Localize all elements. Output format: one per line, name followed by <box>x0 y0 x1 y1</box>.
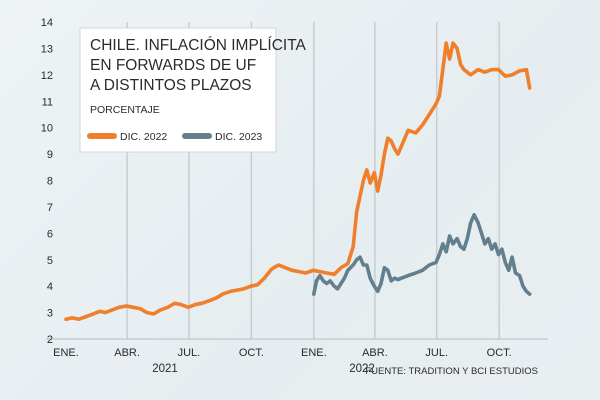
y-tick-label: 12 <box>41 70 53 82</box>
y-tick-label: 6 <box>47 228 53 240</box>
y-tick-label: 2 <box>47 334 53 346</box>
y-tick-label: 14 <box>41 17 53 29</box>
chart-subtitle: PORCENTAJE <box>90 104 160 116</box>
x-tick-label: JUL. <box>178 347 201 359</box>
chart-title-line-3: A DISTINTOS PLAZOS <box>90 77 252 94</box>
x-tick-label: OCT. <box>239 347 264 359</box>
x-tick-label: OCT. <box>487 347 512 359</box>
year-label-2021: 2021 <box>152 363 178 375</box>
y-tick-label: 9 <box>47 149 53 161</box>
y-tick-label: 11 <box>42 96 53 108</box>
x-tick-label: ENE. <box>301 347 327 359</box>
y-tick-label: 7 <box>47 202 53 214</box>
x-tick-label: ABR. <box>114 347 140 359</box>
source-note: FUENTE: TRADITION Y BCI ESTUDIOS <box>365 366 538 377</box>
series-line-dic-2022 <box>64 41 532 321</box>
y-tick-label: 5 <box>47 255 53 267</box>
legend-label-dic-2023: DIC. 2023 <box>215 131 262 143</box>
chart-title-line-2: EN FORWARDS DE UF <box>90 57 256 74</box>
y-tick-label: 13 <box>41 43 53 55</box>
chart-title-line-1: CHILE. INFLACIÓN IMPLÍCITA <box>90 37 307 54</box>
axis-layer: ENE. ABR. JUL. OCT. ENE. ABR. JUL. OCT. 2 3 4 5 6 7 8 9… <box>41 17 512 359</box>
y-tick-label: 10 <box>41 123 53 135</box>
series-line-dic-2023 <box>312 213 532 296</box>
y-tick-label: 4 <box>47 281 53 293</box>
year-label-2022: 2022 <box>349 363 375 375</box>
x-tick-label: ENE. <box>53 347 79 359</box>
series-layer <box>64 41 532 321</box>
y-tick-label: 8 <box>47 176 53 188</box>
title-box: CHILE. INFLACIÓN IMPLÍCITA EN FORWARDS D… <box>79 27 307 153</box>
x-tick-label: JUL. <box>425 347 448 359</box>
y-tick-label: 3 <box>47 308 53 320</box>
legend-label-dic-2022: DIC. 2022 <box>120 131 167 143</box>
x-tick-label: ABR. <box>362 347 388 359</box>
